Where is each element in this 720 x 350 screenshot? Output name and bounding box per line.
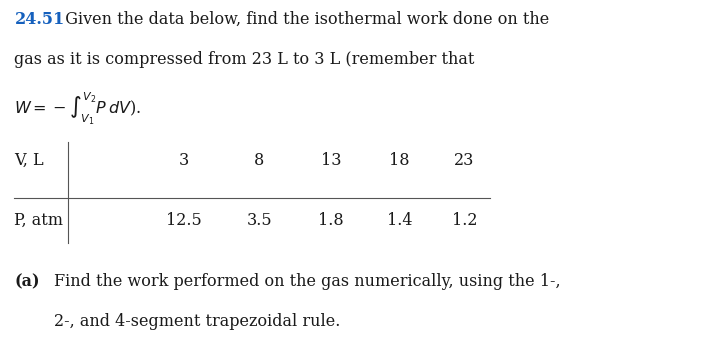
- Text: 8: 8: [254, 152, 264, 169]
- Text: 1.4: 1.4: [387, 212, 413, 229]
- Text: (a): (a): [14, 273, 40, 290]
- Text: Given the data below, find the isothermal work done on the: Given the data below, find the isotherma…: [14, 10, 549, 28]
- Text: 2-, and 4-segment trapezoidal rule.: 2-, and 4-segment trapezoidal rule.: [54, 313, 341, 330]
- Text: 1.8: 1.8: [318, 212, 344, 229]
- Text: P, atm: P, atm: [14, 212, 63, 229]
- Text: 3.5: 3.5: [246, 212, 272, 229]
- Text: $W = -\int_{V_1}^{V_2} P\,dV$).: $W = -\int_{V_1}^{V_2} P\,dV$).: [14, 91, 142, 127]
- Text: Find the work performed on the gas numerically, using the 1-,: Find the work performed on the gas numer…: [54, 273, 561, 290]
- Text: 12.5: 12.5: [166, 212, 202, 229]
- Text: 3: 3: [179, 152, 189, 169]
- Text: gas as it is compressed from 23 L to 3 L (remember that: gas as it is compressed from 23 L to 3 L…: [14, 51, 474, 68]
- Text: 13: 13: [321, 152, 341, 169]
- Text: 24.51: 24.51: [14, 10, 65, 28]
- Text: 23: 23: [454, 152, 474, 169]
- Text: 18: 18: [390, 152, 410, 169]
- Text: V, L: V, L: [14, 152, 44, 169]
- Text: 1.2: 1.2: [451, 212, 477, 229]
